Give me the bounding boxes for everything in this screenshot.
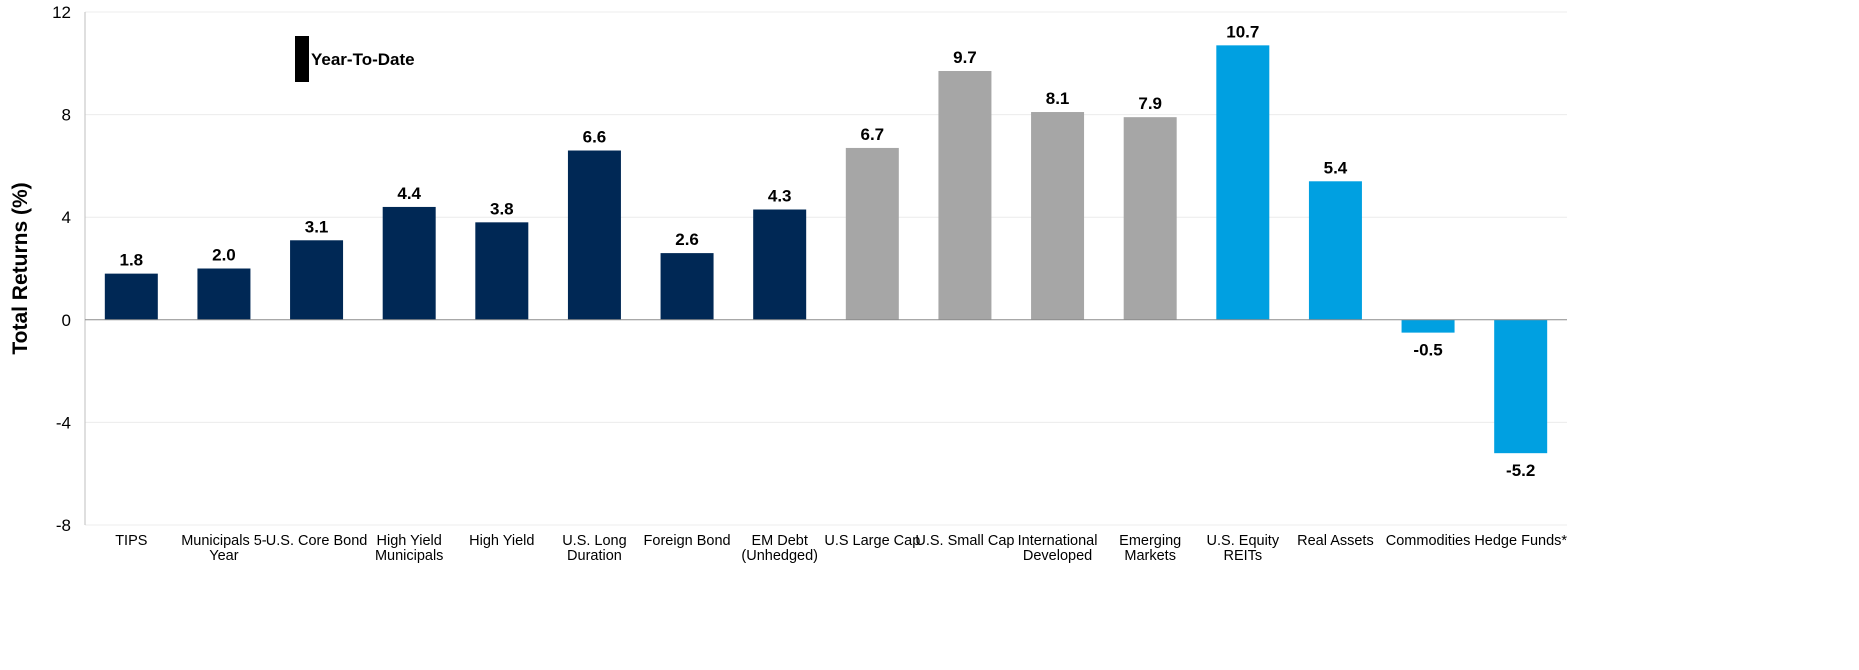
bar [845, 147, 899, 320]
category-label: Municipals 5-Year [181, 533, 267, 564]
bar [1216, 45, 1270, 320]
bar [475, 222, 529, 320]
gridlines [85, 11, 1567, 526]
bar [567, 150, 621, 320]
y-axis-label: Total Returns (%) [9, 182, 32, 354]
legend-swatch [295, 36, 309, 82]
data-label: 3.1 [305, 217, 329, 236]
data-label: 6.6 [583, 128, 607, 147]
y-tick-label: -8 [56, 516, 71, 535]
category-label: U.S Large Cap [824, 533, 920, 549]
bar [197, 268, 251, 320]
data-label: -5.2 [1506, 461, 1535, 480]
bar [1031, 112, 1085, 320]
data-label: 3.8 [490, 199, 514, 218]
category-label: Hedge Funds* [1474, 533, 1567, 549]
category-label: Commodities [1386, 533, 1471, 549]
bar [104, 273, 158, 320]
category-label: U.S. Core Bond [266, 533, 368, 549]
bar [1401, 319, 1455, 333]
data-label: 2.6 [675, 230, 699, 249]
category-label: TIPS [115, 533, 147, 549]
y-tick-label: 8 [62, 106, 71, 125]
bar [938, 70, 992, 320]
category-label: EM Debt (Unhedged) [741, 533, 818, 564]
data-label: 4.3 [768, 187, 792, 206]
data-label: 10.7 [1226, 22, 1259, 41]
data-label: 4.4 [397, 184, 421, 203]
bar [1494, 319, 1548, 454]
category-label: High Yield Municipals [375, 533, 444, 564]
category-label: U.S. Small Cap [915, 533, 1014, 549]
category-label: High Yield [469, 533, 534, 549]
data-label: 5.4 [1324, 158, 1348, 177]
bar [1308, 181, 1362, 320]
legend-label: Year-To-Date [311, 50, 415, 69]
data-label: -0.5 [1413, 341, 1442, 360]
data-label: 1.8 [119, 251, 143, 270]
data-label: 8.1 [1046, 89, 1070, 108]
category-label: U.S. Equity REITs [1207, 533, 1280, 564]
bar [290, 240, 344, 320]
category-label: U.S. Long Duration [562, 533, 627, 564]
bar [1123, 117, 1177, 320]
bar [660, 253, 714, 320]
y-tick-label: 12 [52, 3, 71, 22]
category-label: Foreign Bond [644, 533, 731, 549]
y-tick-label: 4 [62, 208, 71, 227]
category-label: Emerging Markets [1119, 533, 1181, 564]
data-label: 6.7 [860, 125, 884, 144]
data-label: 9.7 [953, 48, 977, 67]
bar [382, 206, 436, 320]
data-label: 7.9 [1138, 94, 1162, 113]
category-label: International Developed [1018, 533, 1098, 564]
bar [753, 209, 807, 320]
bars [104, 45, 1548, 454]
data-label: 2.0 [212, 246, 236, 265]
y-tick-label: 0 [62, 311, 71, 330]
y-axis-ticks: -8 -4 0 4 8 12 [52, 3, 71, 535]
category-label: Real Assets [1297, 533, 1374, 549]
data-labels: 1.8 2.0 3.1 4.4 3.8 6.6 2.6 4.3 6.7 9.7 8.1 7.9 10.7… [119, 22, 1535, 480]
y-tick-label: -4 [56, 413, 71, 432]
